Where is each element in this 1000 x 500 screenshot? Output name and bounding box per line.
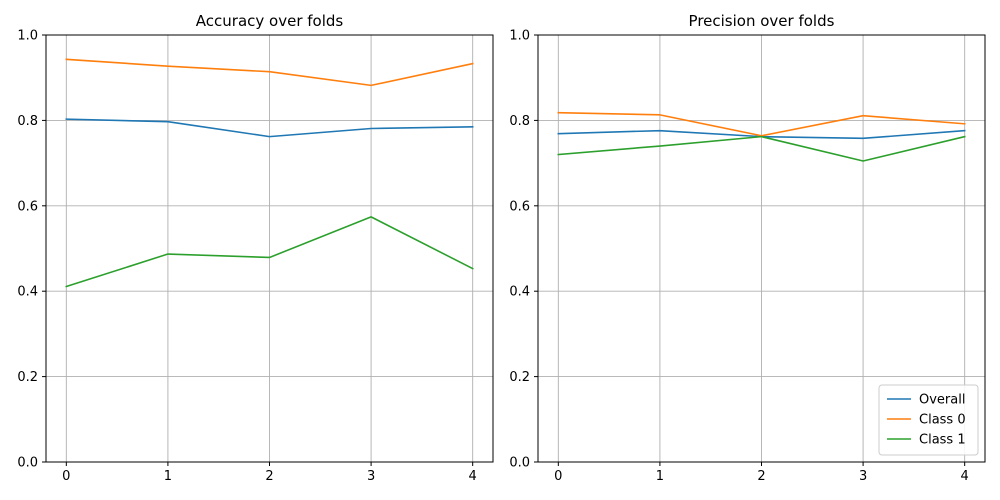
accuracy-panel: 0 1 2 3 4 0.0 0.2 0.4 0.6 0.8 1.0 Accuracy over fo…	[17, 12, 494, 485]
precision-x-tick-label: 1	[656, 469, 664, 484]
precision-legend-label-overall: Overall	[919, 393, 965, 408]
precision-legend-box	[878, 384, 979, 456]
accuracy-x-tick-label: 2	[265, 469, 273, 484]
precision-x-tick-label: 4	[961, 469, 969, 484]
precision-legend-label-class-1: Class 1	[919, 433, 966, 448]
accuracy-class-1-line	[65, 216, 474, 288]
precision-ticks: 0 1 2 3 4 0.0 0.2 0.4 0.6 0.8 1.0	[509, 29, 969, 485]
precision-chart-title: Precision over folds	[689, 12, 835, 30]
accuracy-y-tick-label: 1.0	[17, 29, 38, 44]
precision-grid	[538, 35, 985, 462]
precision-class-0-line	[557, 111, 966, 137]
precision-y-tick-label: 0.8	[509, 114, 530, 129]
accuracy-y-tick-label: 0.4	[17, 285, 38, 300]
accuracy-x-tick-label: 3	[367, 469, 375, 484]
precision-legend-label-class-0: Class 0	[919, 413, 966, 428]
precision-panel: 0 1 2 3 4 0.0 0.2 0.4 0.6 0.8 1.0 Precision over f…	[509, 12, 986, 485]
precision-y-tick-label: 0.2	[509, 370, 530, 385]
precision-x-tick-label: 2	[757, 469, 765, 484]
accuracy-x-tick-label: 0	[62, 469, 70, 484]
precision-x-tick-label: 3	[859, 469, 867, 484]
precision-class-1-line	[557, 135, 966, 162]
accuracy-y-tick-label: 0.2	[17, 370, 38, 385]
precision-y-tick-label: 1.0	[509, 29, 530, 44]
precision-y-tick-label: 0.0	[509, 456, 530, 471]
precision-legend: Overall Class 0 Class 1	[878, 384, 979, 456]
accuracy-x-tick-label: 1	[164, 469, 172, 484]
precision-y-tick-label: 0.6	[509, 199, 530, 214]
accuracy-grid	[46, 35, 493, 462]
precision-x-tick-label: 0	[554, 469, 562, 484]
accuracy-y-tick-label: 0.8	[17, 114, 38, 129]
accuracy-chart-title: Accuracy over folds	[196, 12, 344, 30]
accuracy-overall-line	[65, 118, 474, 138]
precision-series	[557, 111, 966, 162]
precision-y-tick-label: 0.4	[509, 285, 530, 300]
accuracy-y-tick-label: 0.6	[17, 199, 38, 214]
accuracy-class-0-line	[65, 58, 474, 87]
accuracy-y-tick-label: 0.0	[17, 456, 38, 471]
accuracy-ticks: 0 1 2 3 4 0.0 0.2 0.4 0.6 0.8 1.0	[17, 29, 477, 485]
accuracy-series	[65, 58, 474, 288]
accuracy-x-tick-label: 4	[469, 469, 477, 484]
